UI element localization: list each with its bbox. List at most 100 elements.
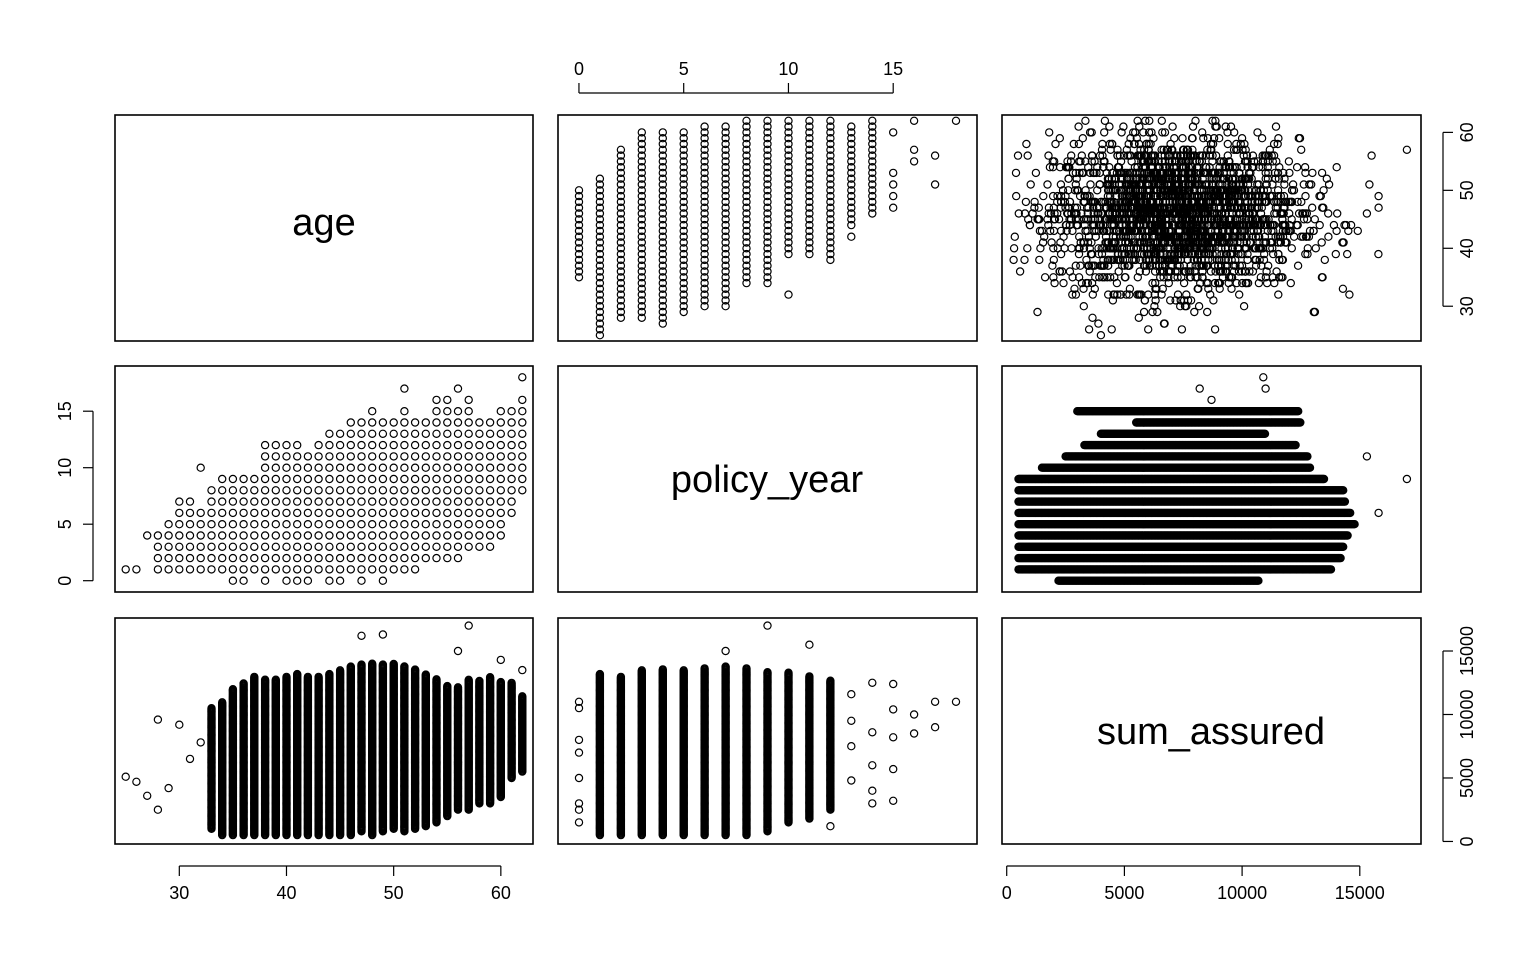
point-age-vs-sum_assured — [1293, 261, 1303, 270]
point-age-vs-policy_year — [784, 116, 793, 126]
point-policy_year-vs-age — [346, 565, 355, 574]
point-policy_year-vs-age — [260, 565, 270, 574]
point-policy_year-vs-age — [293, 520, 302, 529]
point-age-vs-sum_assured — [1215, 162, 1224, 172]
point-age-vs-policy_year — [805, 122, 814, 131]
point-age-vs-policy_year — [700, 220, 709, 230]
point-age-vs-sum_assured — [1086, 180, 1095, 189]
point-policy_year-vs-age — [475, 440, 484, 450]
point-policy_year-vs-age — [303, 565, 313, 574]
point-age-vs-policy_year — [574, 197, 584, 207]
point-age-vs-sum_assured — [1051, 139, 1060, 149]
point-policy_year-vs-age — [335, 553, 345, 563]
point-policy_year-vs-age — [443, 553, 452, 563]
point-age-vs-sum_assured — [1342, 249, 1352, 259]
point-age-vs-policy_year — [763, 162, 772, 172]
point-policy_year-vs-age — [464, 407, 473, 416]
point-policy_year-vs-age — [357, 463, 366, 472]
point-age-vs-policy_year — [805, 139, 814, 149]
point-age-vs-policy_year — [616, 307, 626, 317]
point-policy_year-vs-age — [432, 429, 441, 438]
point-policy_year-vs-age — [335, 474, 345, 484]
point-policy_year-vs-age — [507, 474, 516, 484]
point-policy_year-vs-age — [282, 497, 291, 506]
point-age-vs-sum_assured — [1118, 255, 1128, 265]
point-age-vs-policy_year — [700, 261, 709, 270]
point-age-vs-policy_year — [742, 133, 751, 143]
point-policy_year-vs-age — [207, 486, 216, 495]
point-age-vs-sum_assured — [1108, 296, 1118, 305]
point-age-vs-policy_year — [721, 220, 730, 230]
point-policy_year-vs-age — [368, 486, 377, 495]
point-policy_year-vs-age — [271, 508, 280, 518]
point-age-vs-policy_year — [637, 278, 647, 288]
point-age-vs-policy_year — [658, 186, 668, 195]
point-age-vs-sum_assured — [1214, 133, 1224, 143]
point-policy_year-vs-age — [453, 418, 463, 427]
point-age-vs-policy_year — [784, 168, 793, 178]
point-age-vs-policy_year — [574, 215, 584, 224]
point-policy_year-vs-age — [239, 531, 248, 540]
point-age-vs-policy_year — [805, 244, 814, 253]
point-policy_year-vs-age — [217, 497, 227, 506]
point-age-vs-policy_year — [616, 278, 626, 288]
point-age-vs-policy_year — [847, 122, 856, 131]
point-age-vs-sum_assured — [1262, 267, 1271, 276]
point-age-vs-sum_assured — [1324, 232, 1333, 241]
point-policy_year-vs-age — [357, 418, 366, 427]
point-age-vs-policy_year — [574, 244, 584, 253]
point-age-vs-policy_year — [805, 186, 814, 195]
point-policy_year-vs-age — [432, 497, 441, 506]
point-age-vs-policy_year — [595, 307, 605, 317]
point-age-vs-policy_year — [826, 238, 835, 247]
point-policy_year-vs-age — [314, 474, 323, 484]
point-age-vs-sum_assured — [1044, 209, 1053, 218]
point-age-vs-sum_assured — [1047, 238, 1056, 247]
point-age-vs-sum_assured — [1098, 151, 1107, 160]
point-policy_year-vs-age — [378, 497, 388, 506]
point-policy_year-vs-age — [496, 440, 505, 450]
point-policy_year-vs-age — [346, 531, 355, 540]
point-policy_year-vs-age — [421, 542, 430, 552]
point-age-vs-sum_assured — [1353, 226, 1363, 236]
point-age-vs-policy_year — [826, 145, 835, 154]
point-policy_year-vs-age — [303, 463, 313, 472]
point-policy_year-vs-age — [400, 418, 409, 427]
point-policy_year-vs-age-outlier — [196, 463, 205, 472]
point-policy_year-vs-age — [443, 497, 452, 506]
point-age-vs-policy_year — [805, 162, 814, 172]
point-policy_year-vs-age — [443, 508, 452, 518]
point-policy_year-vs-age — [368, 531, 377, 540]
point-age-vs-policy_year — [826, 139, 835, 149]
point-age-vs-policy_year — [616, 249, 626, 259]
point-policy_year-vs-age — [432, 531, 441, 540]
point-policy_year-vs-age — [378, 576, 388, 585]
point-policy_year-vs-age — [389, 463, 398, 472]
point-age-vs-sum_assured — [1039, 191, 1048, 201]
point-policy_year-vs-age — [250, 531, 259, 540]
point-age-vs-policy_year — [721, 226, 730, 236]
point-policy_year-vs-age — [282, 531, 291, 540]
point-policy_year-vs-age — [250, 474, 259, 484]
point-age-vs-policy_year — [868, 122, 877, 131]
point-age-vs-policy_year — [847, 209, 856, 218]
point-policy_year-vs-age — [443, 463, 452, 472]
point-policy_year-vs-age — [282, 565, 291, 574]
point-age-vs-sum_assured — [1140, 296, 1150, 305]
point-policy_year-vs-age — [464, 452, 473, 461]
point-age-vs-policy_year — [595, 215, 605, 224]
point-age-vs-policy_year — [658, 307, 668, 317]
point-policy_year-vs-age — [175, 553, 184, 563]
point-age-vs-sum_assured — [1048, 191, 1058, 201]
point-policy_year-vs-age — [207, 520, 216, 529]
point-policy_year-vs-age — [217, 553, 227, 563]
point-age-vs-policy_year — [658, 261, 668, 270]
point-age-vs-policy_year — [868, 128, 877, 137]
point-age-vs-policy_year — [637, 290, 647, 299]
point-policy_year-vs-age — [335, 497, 345, 506]
point-policy_year-vs-age — [325, 508, 334, 518]
point-age-vs-sum_assured — [1044, 220, 1053, 230]
point-policy_year-vs-age — [400, 542, 409, 552]
point-age-vs-sum_assured — [1021, 197, 1031, 207]
point-policy_year-vs-age — [400, 531, 409, 540]
